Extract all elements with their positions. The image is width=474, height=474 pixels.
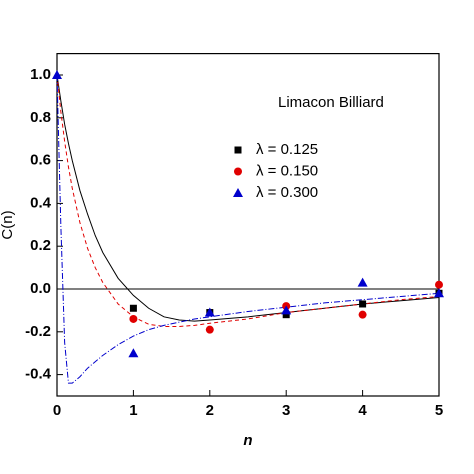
- marker: [357, 277, 368, 287]
- marker: [205, 325, 214, 334]
- fit-curve: [56, 74, 440, 322]
- y-tick-label: 0.4: [30, 194, 52, 211]
- x-tick-label: 0: [53, 402, 61, 419]
- marker: [129, 314, 138, 323]
- marker: [359, 300, 367, 308]
- marker: [434, 288, 444, 298]
- marker: [129, 304, 137, 312]
- y-tick-label: -0.2: [25, 323, 51, 340]
- x-tick-label: 4: [358, 402, 367, 419]
- marker: [204, 307, 215, 317]
- marker: [358, 310, 367, 319]
- y-tick-label: 0.2: [30, 237, 51, 254]
- marker: [282, 311, 290, 319]
- x-axis-label: n: [243, 432, 252, 449]
- legend-marker: [234, 167, 242, 176]
- marker: [52, 70, 62, 79]
- x-tick-label: 5: [435, 402, 443, 419]
- legend-marker: [234, 146, 242, 154]
- fit-curve: [56, 74, 440, 384]
- marker: [281, 305, 292, 315]
- y-axis-label: C(n): [0, 210, 16, 239]
- legend-marker: [233, 188, 243, 197]
- annotation: Limacon Billiard: [278, 94, 384, 111]
- legend-label: λ = 0.125: [256, 141, 318, 158]
- plot-frame: [56, 52, 440, 397]
- fit-curve: [56, 74, 440, 327]
- x-tick-label: 1: [129, 402, 137, 419]
- x-tick-label: 3: [282, 402, 290, 419]
- marker: [128, 348, 139, 358]
- y-tick-label: 0.6: [30, 152, 51, 169]
- y-tick-label: -0.4: [25, 366, 52, 383]
- legend-label: λ = 0.150: [256, 162, 318, 179]
- marker: [435, 280, 443, 289]
- y-tick-label: 0.0: [30, 280, 51, 297]
- y-tick-label: 1.0: [30, 66, 51, 83]
- x-tick-label: 2: [206, 402, 214, 419]
- y-tick-label: 0.8: [30, 109, 51, 126]
- legend-label: λ = 0.300: [256, 184, 318, 201]
